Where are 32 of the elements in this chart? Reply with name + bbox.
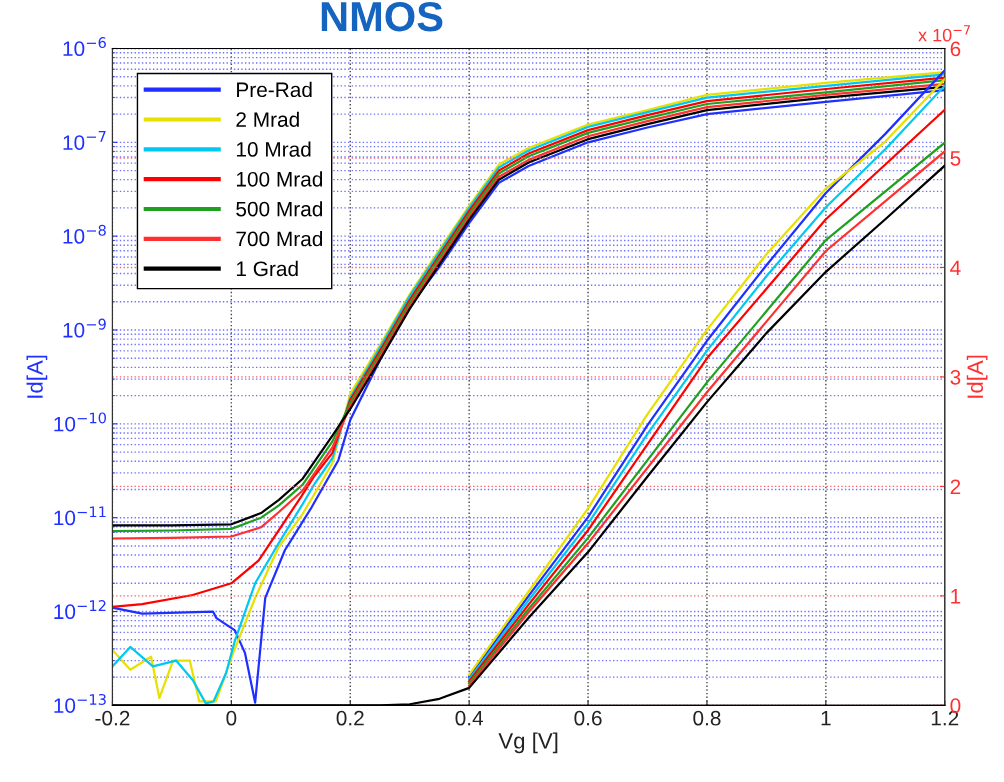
legend-label: 1 Grad bbox=[236, 260, 298, 277]
y-tick-label: 10$^{−11}$ bbox=[54, 506, 106, 526]
x-tick-label: 0.6 bbox=[574, 710, 602, 726]
legend-label: 10 Mrad bbox=[236, 141, 311, 157]
chart-title: NMOS bbox=[321, 1, 443, 32]
y2-tick-label: 6 bbox=[950, 41, 961, 57]
x-tick-label: 1 bbox=[821, 710, 831, 726]
x-axis-title: Vg [V] bbox=[498, 732, 558, 754]
y2-tick-label: 3 bbox=[950, 369, 961, 385]
legend-label: 500 Mrad bbox=[236, 201, 323, 217]
x-tick-label: 0.8 bbox=[693, 710, 721, 726]
legend-label: Pre-Rad bbox=[237, 81, 312, 98]
y-tick-label: 10$^{−9}$ bbox=[63, 318, 106, 338]
y-tick-label: 10$^{−8}$ bbox=[63, 224, 106, 244]
y-tick-label: 10$^{−7}$ bbox=[63, 131, 106, 150]
y2-tick-label: 4 bbox=[950, 260, 961, 275]
y2-tick-label: 5 bbox=[950, 151, 961, 166]
legend-label: 2 Mrad bbox=[236, 111, 299, 127]
y-tick-label: 10$^{−10}$ bbox=[54, 412, 106, 432]
text: x 10$^{−7}$ bbox=[918, 25, 970, 42]
y2-tick-label: 2 bbox=[950, 479, 961, 494]
y2-tick-label: 1 bbox=[951, 589, 961, 604]
legend-label: 700 Mrad bbox=[236, 231, 323, 247]
y-tick-label: 10$^{−6}$ bbox=[63, 37, 106, 57]
x-tick-label: 0 bbox=[226, 710, 237, 726]
x-tick-label: -0.2 bbox=[95, 710, 130, 726]
y2-axis-title: Id[A] bbox=[966, 355, 988, 398]
y-tick-label: 10$^{−12}$ bbox=[54, 600, 106, 620]
x-tick-label: 0.4 bbox=[455, 710, 484, 726]
legend-label: 100 Mrad bbox=[236, 171, 323, 187]
y-axis-title: Id[A] bbox=[26, 355, 48, 398]
x-tick-label: 0.2 bbox=[336, 710, 364, 726]
